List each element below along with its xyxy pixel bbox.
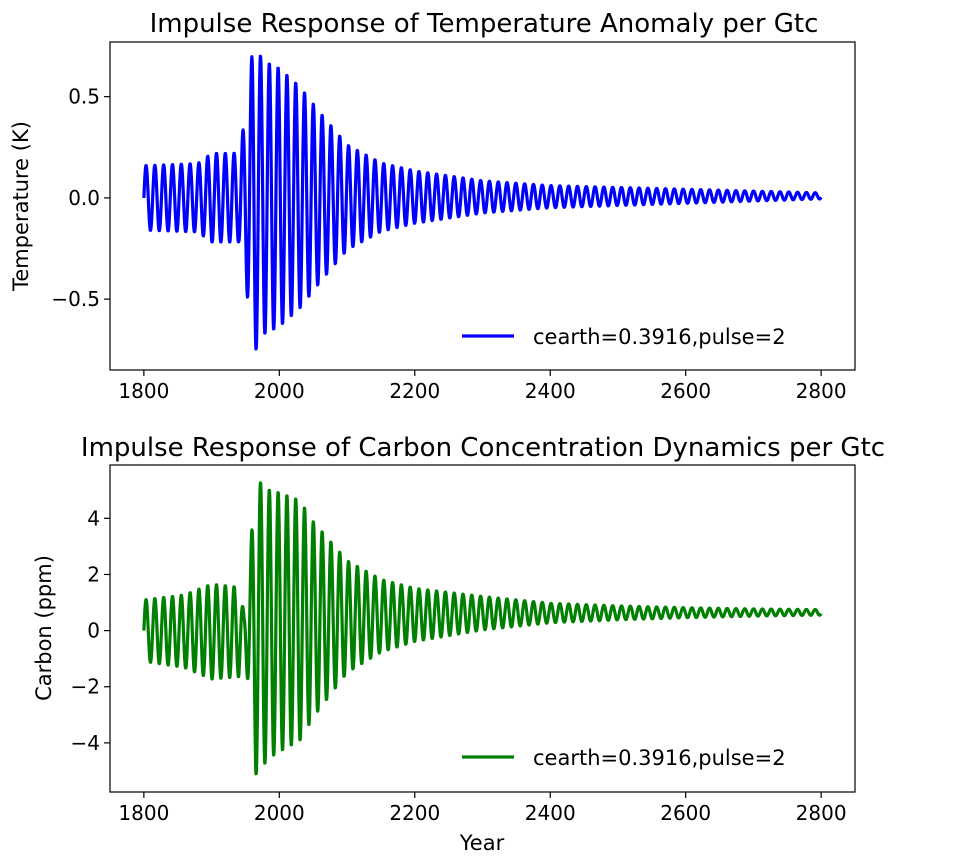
carbon-series-line <box>142 481 823 776</box>
temperature-x-tick-label-1800: 1800 <box>118 379 169 403</box>
carbon-x-tick-label-2200: 2200 <box>389 801 440 825</box>
carbon-y-tick-label-neg2: −2 <box>71 675 100 699</box>
temperature-x-tick-label-2400: 2400 <box>525 379 576 403</box>
carbon-y-tick-label-4: 4 <box>87 506 100 530</box>
carbon-y-tick-label-0: 0 <box>87 619 100 643</box>
temperature-y-tick-label-neg0.5: −0.5 <box>51 287 100 311</box>
temperature-y-tick-label-0.5: 0.5 <box>68 85 100 109</box>
carbon-panel: Impulse Response of Carbon Concentration… <box>32 433 885 855</box>
carbon-chart-title: Impulse Response of Carbon Concentration… <box>81 433 885 463</box>
temperature-x-tick-label-2200: 2200 <box>389 379 440 403</box>
carbon-plot-frame <box>109 464 856 793</box>
carbon-x-tick-label-1800: 1800 <box>118 801 169 825</box>
carbon-x-tick-label-2400: 2400 <box>525 801 576 825</box>
carbon-y-axis-label: Carbon (ppm) <box>32 555 56 701</box>
temperature-panel: Impulse Response of Temperature Anomaly … <box>9 9 856 403</box>
carbon-x-tick-label-2600: 2600 <box>660 801 711 825</box>
carbon-y-tick-label-neg4: −4 <box>71 731 100 755</box>
temperature-legend: cearth=0.3916,pulse=2 <box>462 325 786 349</box>
temperature-x-tick-label-2000: 2000 <box>254 379 305 403</box>
temperature-x-tick-label-2800: 2800 <box>796 379 847 403</box>
temperature-plot-frame <box>109 41 856 371</box>
temperature-legend-label: cearth=0.3916,pulse=2 <box>533 325 786 349</box>
temperature-y-axis-label: Temperature (K) <box>9 121 33 292</box>
carbon-legend: cearth=0.3916,pulse=2 <box>462 746 786 770</box>
carbon-legend-label: cearth=0.3916,pulse=2 <box>533 746 786 770</box>
temperature-series-line <box>142 54 823 351</box>
temperature-chart-title: Impulse Response of Temperature Anomaly … <box>150 9 819 39</box>
carbon-y-tick-label-2: 2 <box>87 562 100 586</box>
carbon-x-tick-label-2800: 2800 <box>796 801 847 825</box>
temperature-y-tick-label-0.0: 0.0 <box>68 186 100 210</box>
temperature-x-tick-label-2600: 2600 <box>660 379 711 403</box>
carbon-x-axis-label: Year <box>459 831 505 855</box>
carbon-x-tick-label-2000: 2000 <box>254 801 305 825</box>
